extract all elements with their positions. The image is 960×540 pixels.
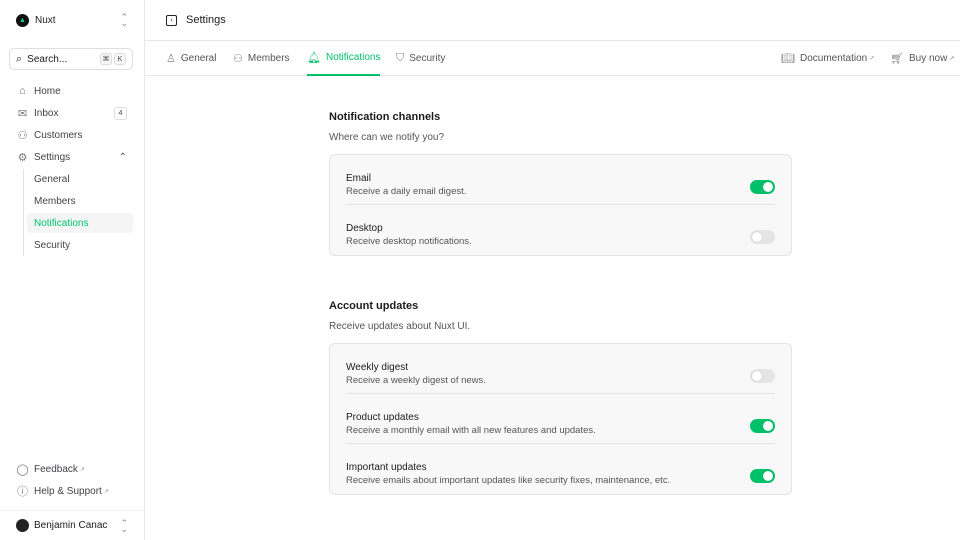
setting-title: Weekly digest — [346, 362, 409, 373]
setting-row-product-updates: Product updates Receive a monthly email w… — [346, 394, 775, 444]
section-notification-channels: Notification channels Where can we notif… — [329, 111, 791, 143]
collapse-sidebar-icon[interactable]: ‹ — [166, 14, 177, 26]
setting-desc: Receive emails about important updates l… — [346, 475, 671, 486]
gear-icon: ⚙ — [17, 151, 28, 164]
setting-row-important-updates: Important updates Receive emails about im… — [346, 444, 775, 494]
setting-row-email: Email Receive a daily email digest. — [346, 155, 775, 205]
external-link-icon: ↗ — [103, 488, 109, 495]
weekly-digest-toggle[interactable] — [750, 369, 775, 383]
page-title: Settings — [186, 14, 226, 26]
setting-desc: Receive desktop notifications. — [346, 236, 472, 247]
tab-label: Members — [247, 53, 290, 64]
settings-tabs: ♙ General ⚇ Members 🔔︎ Notifications ⛉ Secur… — [145, 41, 960, 76]
search-button[interactable]: ⌕ Search... ⌘ K — [9, 48, 133, 70]
setting-title: Email — [346, 173, 372, 184]
setting-title: Product updates — [346, 412, 419, 423]
section-title: Account updates — [329, 300, 419, 312]
sidebar-item-label: Customers — [34, 129, 83, 141]
documentation-link[interactable]: 📖︎ Documentation ↗ — [781, 41, 874, 76]
tab-general[interactable]: ♙ General — [166, 41, 216, 76]
section-account-updates: Account updates Receive updates about Nu… — [329, 300, 791, 332]
setting-title: Important updates — [346, 462, 427, 473]
setting-title: Desktop — [346, 223, 383, 234]
link-label: Buy now — [908, 53, 948, 64]
user-name: Benjamin Canac — [34, 520, 108, 531]
kbd-cmd: ⌘ — [100, 52, 112, 65]
page-header: ‹ Settings — [145, 0, 960, 41]
buy-now-link[interactable]: 🛒︎ Buy now ↗ — [890, 41, 954, 76]
sidebar-item-settings[interactable]: ⚙ Settings ⌃ — [10, 147, 133, 167]
external-link-icon: ↗ — [949, 56, 955, 62]
search-icon: ⌕ — [16, 52, 23, 65]
setting-desc: Receive a monthly email with all new fea… — [346, 425, 596, 436]
setting-desc: Receive a daily email digest. — [346, 186, 467, 197]
kbd-k: K — [114, 53, 126, 66]
help-support-link[interactable]: ⓘ Help & Support ↗ — [10, 481, 133, 501]
external-link-icon: ↗ — [869, 56, 875, 62]
nuxt-logo-icon: ▲ — [16, 13, 29, 27]
cart-icon: 🛒︎ — [890, 53, 904, 65]
tab-label: Security — [409, 53, 446, 64]
desktop-toggle[interactable] — [750, 230, 775, 244]
section-title: Notification channels — [329, 111, 441, 123]
home-icon: ⌂ — [19, 85, 26, 97]
team-switcher[interactable]: ▲ Nuxt ⌃ ⌄ — [16, 12, 128, 28]
important-updates-toggle[interactable] — [750, 469, 775, 483]
book-icon: 📖︎ — [781, 53, 795, 65]
chevron-up-icon: ⌃ — [118, 151, 127, 163]
tab-label: General — [180, 53, 217, 64]
inbox-count-badge: 4 — [114, 106, 127, 120]
search-placeholder: Search... — [27, 53, 68, 65]
avatar — [16, 519, 29, 532]
link-label: Documentation — [799, 53, 868, 64]
account-updates-card: Weekly digest Receive a weekly digest of … — [329, 343, 792, 495]
user-icon: ♙ — [166, 53, 176, 65]
sidebar-item-customers[interactable]: ⚇ Customers — [10, 125, 133, 145]
inbox-icon: ✉ — [17, 107, 28, 120]
section-subtitle: Receive updates about Nuxt UI. — [329, 321, 471, 332]
help-label: Help & Support — [34, 485, 102, 497]
sidebar-subitem-notifications[interactable]: Notifications — [27, 213, 133, 233]
section-subtitle: Where can we notify you? — [329, 132, 445, 143]
sidebar-item-label: Settings — [34, 151, 71, 163]
tab-label: Notifications — [325, 52, 381, 63]
feedback-link[interactable]: ◯ Feedback ↗ — [10, 459, 133, 479]
sidebar-subitem-security[interactable]: Security — [34, 239, 71, 251]
external-link-icon: ↗ — [79, 466, 85, 473]
product-updates-toggle[interactable] — [750, 419, 775, 433]
setting-desc: Receive a weekly digest of news. — [346, 375, 486, 386]
tab-members[interactable]: ⚇ Members — [233, 41, 290, 76]
email-toggle[interactable] — [750, 180, 775, 194]
subnav-line — [23, 169, 24, 256]
tab-notifications[interactable]: 🔔︎ Notifications — [307, 41, 381, 76]
notification-channels-card: Email Receive a daily email digest. Deskt… — [329, 154, 792, 256]
team-name: Nuxt — [35, 14, 56, 26]
users-icon: ⚇ — [233, 53, 243, 65]
sidebar-item-inbox[interactable]: ✉ Inbox 4 — [10, 103, 133, 123]
chevron-up-down-icon: ⌃ ⌄ — [120, 12, 128, 28]
message-icon: ◯ — [16, 463, 29, 476]
sidebar-item-home[interactable]: ⌂ Home — [10, 81, 133, 101]
users-icon: ⚇ — [17, 129, 28, 142]
chevron-up-down-icon: ⌃ ⌄ — [120, 517, 128, 534]
sidebar-subitem-general[interactable]: General — [34, 173, 70, 185]
feedback-label: Feedback — [34, 463, 78, 475]
info-icon: ⓘ — [17, 486, 28, 498]
bell-icon: 🔔︎ — [307, 52, 321, 64]
sidebar: ▲ Nuxt ⌃ ⌄ ⌕ Search... ⌘ K ⌂ Home ✉ Inbox 4 ⚇… — [0, 0, 145, 540]
tab-security[interactable]: ⛉ Security — [396, 41, 445, 76]
sidebar-item-label: Inbox — [34, 107, 59, 119]
setting-row-desktop: Desktop Receive desktop notifications. — [346, 205, 775, 255]
sidebar-item-label: Home — [34, 85, 61, 97]
shield-icon: ⛉ — [396, 52, 405, 64]
setting-row-weekly-digest: Weekly digest Receive a weekly digest of … — [346, 344, 775, 394]
sidebar-subitem-members[interactable]: Members — [34, 195, 76, 207]
user-menu[interactable]: Benjamin Canac ⌃ ⌄ — [0, 510, 144, 540]
